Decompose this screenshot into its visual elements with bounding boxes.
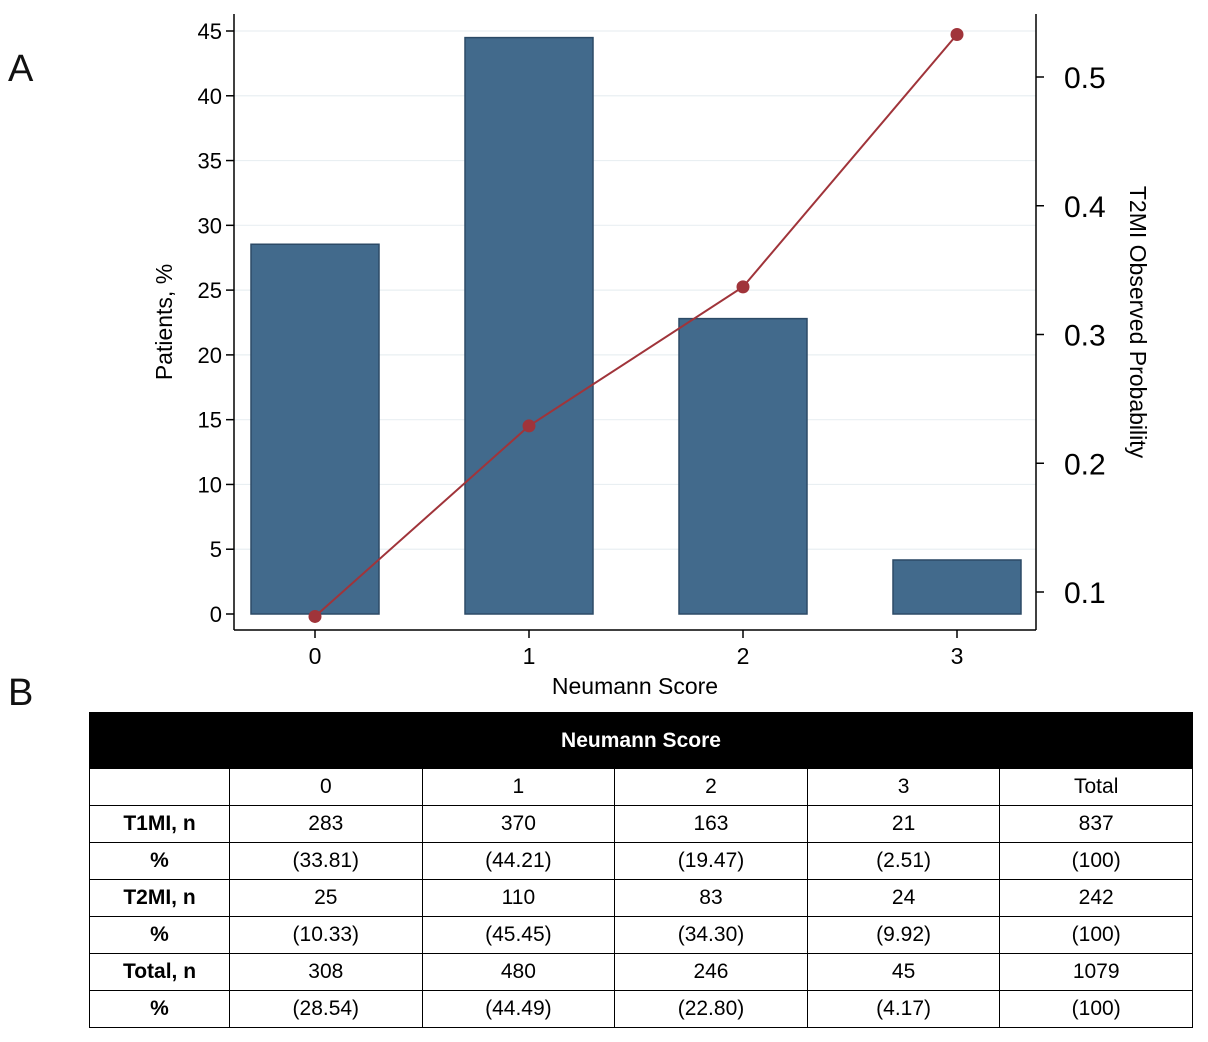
row-label: % (89, 990, 230, 1028)
y-left-tick-label: 5 (210, 537, 222, 562)
bar (464, 36, 594, 615)
x-tick-label: 3 (951, 643, 964, 669)
y-right-axis-label: T2MI Observed Probability (1125, 186, 1151, 459)
table-cell: (33.81) (229, 842, 423, 880)
row-label: % (89, 916, 230, 954)
table-cell: (28.54) (229, 990, 423, 1028)
table-row: % (28.54) (44.49) (22.80) (4.17) (100) (89, 990, 1193, 1028)
table-cell: 45 (806, 953, 1001, 991)
y-left-tick-label: 35 (198, 149, 222, 174)
table-cell: 163 (614, 805, 808, 843)
table-cell: 837 (999, 805, 1193, 843)
table-cell: 480 (421, 953, 616, 991)
y-left-tick-label: 15 (198, 408, 222, 433)
table-cell: (10.33) (229, 916, 423, 954)
bar (678, 317, 808, 615)
table-cell: 370 (421, 805, 616, 843)
table-cell: (9.92) (806, 916, 1001, 954)
column-header: 3 (806, 768, 1001, 806)
table-row: % (33.81) (44.21) (19.47) (2.51) (100) (89, 842, 1193, 880)
table-cell: 242 (999, 879, 1193, 917)
neumann-score-table: Neumann Score 0 1 2 3 Total T1MI, n 283 … (89, 712, 1193, 1028)
probability-point (522, 419, 536, 433)
table-row: % (10.33) (45.45) (34.30) (9.92) (100) (89, 916, 1193, 954)
y-right-tick-label: 0.1 (1064, 577, 1106, 610)
column-header: 2 (614, 768, 808, 806)
column-header (89, 768, 230, 806)
table-cell: 110 (421, 879, 616, 917)
table-cell: 1079 (999, 953, 1193, 991)
row-label: Total, n (89, 953, 230, 991)
table-cell: (4.17) (806, 990, 1001, 1028)
x-axis-label: Neumann Score (552, 673, 718, 699)
probability-point (308, 609, 322, 623)
bar (892, 559, 1022, 615)
table-cell: (100) (999, 842, 1193, 880)
combo-chart: 0 5 10 15 20 25 30 35 40 45 0.1 0.2 0.3 0.4 0.5 0 1 2 3 Neu… (151, 14, 1151, 699)
x-tick-label: 0 (309, 643, 322, 669)
y-left-tick-label: 0 (210, 602, 222, 627)
bar (250, 243, 380, 615)
table-cell: 283 (229, 805, 423, 843)
probability-line (314, 33, 958, 618)
panel-label-a: A (8, 48, 34, 90)
table-cell: (100) (999, 990, 1193, 1028)
y-right-tick-label: 0.5 (1064, 62, 1106, 95)
y-left-tick-label: 25 (198, 278, 222, 303)
y-right-tick-label: 0.3 (1064, 320, 1106, 353)
y-right-tick-label: 0.2 (1064, 448, 1106, 481)
column-header: 1 (421, 768, 616, 806)
y-right-tick-label: 0.4 (1064, 191, 1106, 224)
table-row: T1MI, n 283 370 163 21 837 (89, 805, 1193, 843)
table-cell: (100) (999, 916, 1193, 954)
table-cell: (44.21) (421, 842, 616, 880)
row-label: % (89, 842, 230, 880)
table-cell: (45.45) (421, 916, 616, 954)
table-cell: (34.30) (614, 916, 808, 954)
table-cell: 83 (614, 879, 808, 917)
table-row: T2MI, n 25 110 83 24 242 (89, 879, 1193, 917)
x-tick-label: 1 (523, 643, 536, 669)
table-cell: (22.80) (614, 990, 808, 1028)
table-cell: (19.47) (614, 842, 808, 880)
x-tick-label: 2 (737, 643, 750, 669)
y-left-tick-label: 45 (198, 19, 222, 44)
panel-label-b: B (8, 672, 34, 714)
table-cell: (2.51) (806, 842, 1001, 880)
table-cell: 21 (806, 805, 1001, 843)
table-header-title: Neumann Score (89, 712, 1193, 769)
row-label: T1MI, n (89, 805, 230, 843)
probability-point (950, 28, 964, 42)
probability-point (736, 280, 750, 294)
table-row: Total, n 308 480 246 45 1079 (89, 953, 1193, 991)
row-label: T2MI, n (89, 879, 230, 917)
table-cell: 24 (806, 879, 1001, 917)
y-left-tick-label: 40 (198, 84, 222, 109)
y-left-tick-label: 10 (198, 472, 222, 497)
column-header: Total (999, 768, 1193, 806)
table-cell: 308 (229, 953, 423, 991)
y-left-axis-label: Patients, % (151, 264, 177, 380)
column-header: 0 (229, 768, 423, 806)
y-left-tick-label: 20 (198, 343, 222, 368)
y-left-tick-label: 30 (198, 213, 222, 238)
table-cell: 25 (229, 879, 423, 917)
table-cell: 246 (614, 953, 808, 991)
table-cell: (44.49) (421, 990, 616, 1028)
